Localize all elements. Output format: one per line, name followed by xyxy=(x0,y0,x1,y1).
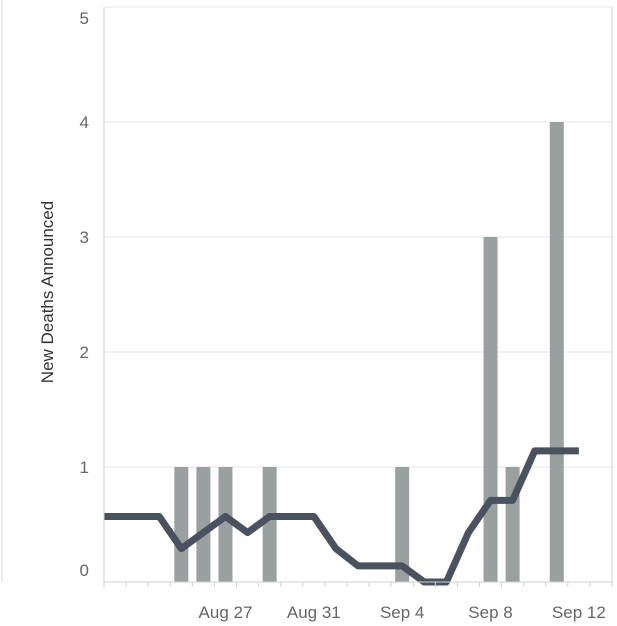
x-tick-label: Sep 4 xyxy=(380,603,424,622)
y-tick-label: 3 xyxy=(80,228,89,247)
bar xyxy=(549,122,564,582)
grid xyxy=(104,6,612,468)
x-tick-label: Sep 12 xyxy=(552,603,606,622)
bar xyxy=(483,237,498,582)
y-tick-label: 2 xyxy=(80,343,89,362)
bar xyxy=(196,467,211,582)
x-tick-label: Aug 27 xyxy=(199,603,253,622)
bar xyxy=(174,467,189,582)
bar xyxy=(395,467,410,582)
trend-line-path xyxy=(104,447,579,586)
axes xyxy=(1,0,613,587)
trend-line xyxy=(104,447,579,586)
bar xyxy=(218,467,233,582)
x-tick-label: Aug 31 xyxy=(287,603,341,622)
y-axis-title: New Deaths Announced xyxy=(38,201,57,383)
x-tick-labels: Aug 27 Aug 31 Sep 4 Sep 8 Sep 12 xyxy=(199,603,606,622)
y-tick-label: 5 xyxy=(80,9,89,28)
y-tick-labels: 0 1 2 3 4 5 xyxy=(80,9,89,580)
bars xyxy=(174,122,564,582)
y-tick-label: 1 xyxy=(80,458,89,477)
y-tick-label: 0 xyxy=(80,561,89,580)
x-tick-label: Sep 8 xyxy=(468,603,512,622)
y-tick-label: 4 xyxy=(80,113,89,132)
bar xyxy=(262,467,277,582)
